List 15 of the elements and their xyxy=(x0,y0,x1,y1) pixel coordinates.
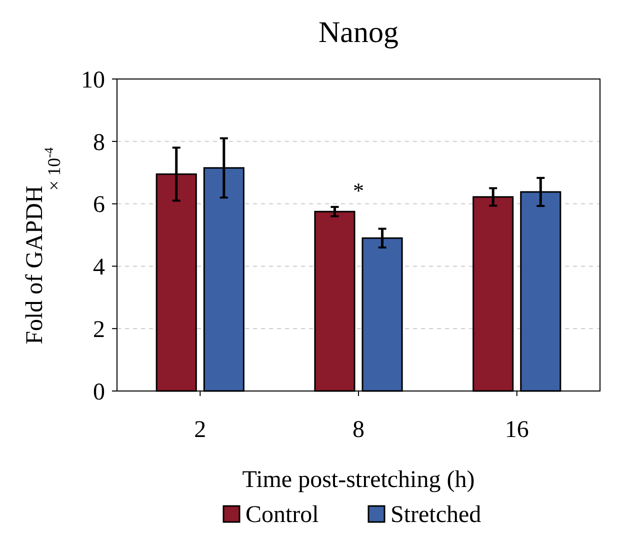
y-tick-label: 10 xyxy=(81,67,105,94)
x-tick-label: 8 xyxy=(352,417,364,443)
x-tick-label: 16 xyxy=(504,417,529,443)
chart-title: Nanog xyxy=(318,16,398,49)
x-axis-title: Time post-stretching (h) xyxy=(242,467,475,493)
y-tick-label: 4 xyxy=(93,254,105,281)
annotation: * xyxy=(353,178,364,203)
y-tick-label: 6 xyxy=(93,192,105,218)
x-tick-label: 2 xyxy=(194,417,206,443)
legend-label: Control xyxy=(246,502,320,528)
legend-label: Stretched xyxy=(390,502,482,528)
y-tick-label: 2 xyxy=(93,317,105,343)
y-axis-title: Fold of GAPDH xyxy=(22,186,48,344)
y-tick-label: 8 xyxy=(93,130,105,156)
y-tick-label: 0 xyxy=(93,379,105,406)
